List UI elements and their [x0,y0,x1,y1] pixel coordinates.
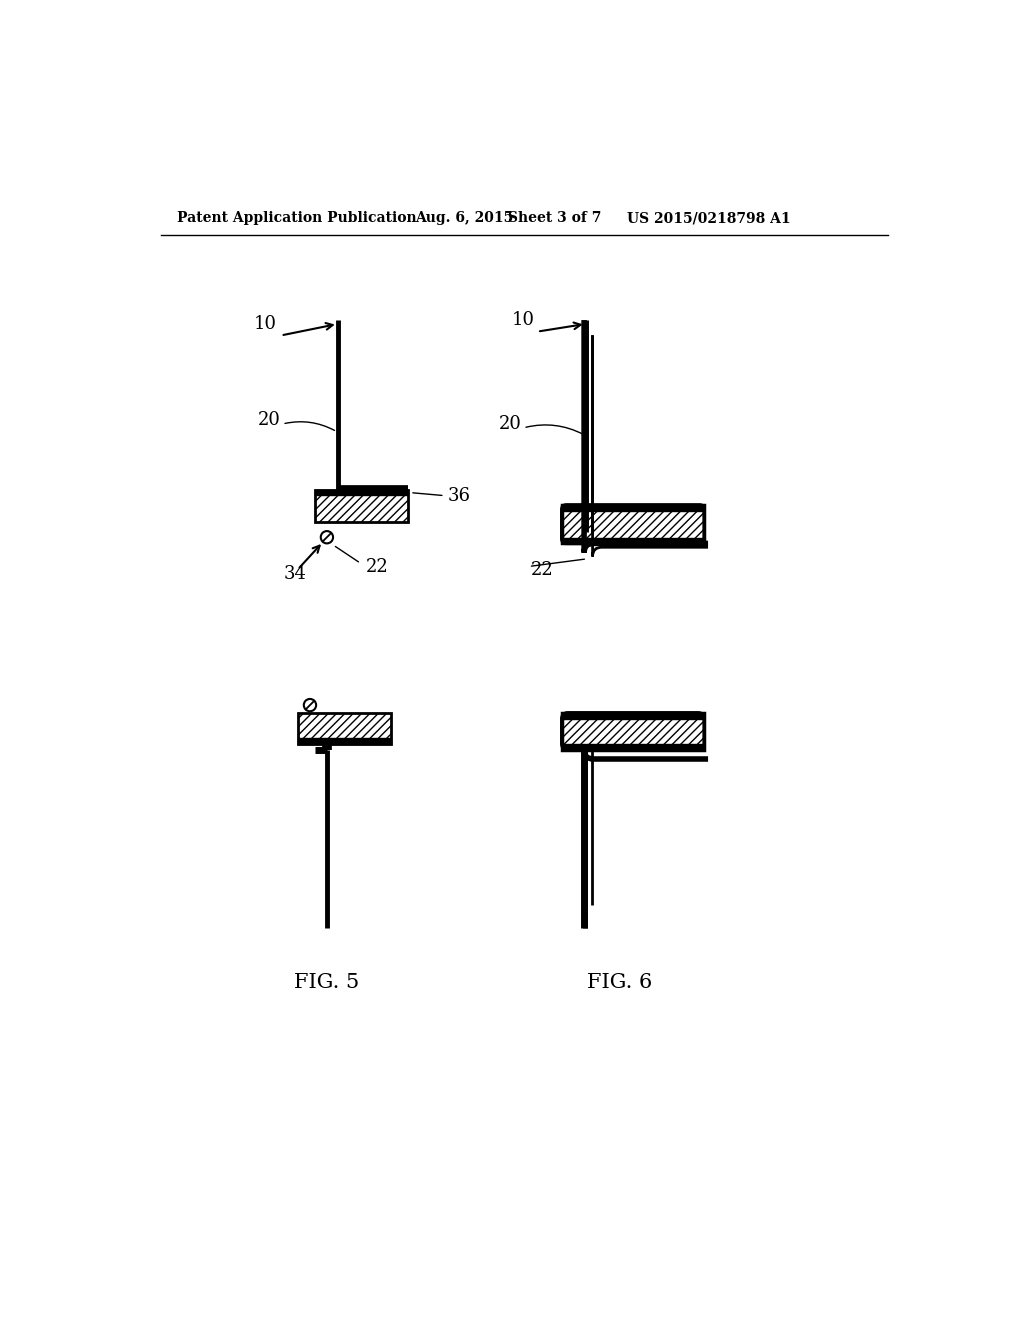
Bar [298,738,391,743]
Bar [562,713,705,719]
Text: FIG. 6: FIG. 6 [587,973,652,991]
Bar [315,490,408,495]
Text: Patent Application Publication: Patent Application Publication [177,211,417,226]
Bar [562,506,705,511]
Text: 22: 22 [531,561,554,579]
Text: FIG. 5: FIG. 5 [294,973,359,991]
Bar [562,539,705,544]
Bar [298,713,391,743]
Bar [562,744,705,750]
Bar [315,490,408,521]
Text: 34: 34 [283,565,306,583]
Text: US 2015/0218798 A1: US 2015/0218798 A1 [628,211,791,226]
Bar [562,506,705,544]
Text: 20: 20 [499,414,521,433]
Text: Sheet 3 of 7: Sheet 3 of 7 [508,211,601,226]
Text: 10: 10 [254,315,276,333]
Text: 22: 22 [366,557,388,576]
Bar [562,713,705,750]
Text: Aug. 6, 2015: Aug. 6, 2015 [416,211,514,226]
Text: 20: 20 [258,412,281,429]
Text: 10: 10 [512,312,535,329]
Text: 36: 36 [447,487,471,504]
